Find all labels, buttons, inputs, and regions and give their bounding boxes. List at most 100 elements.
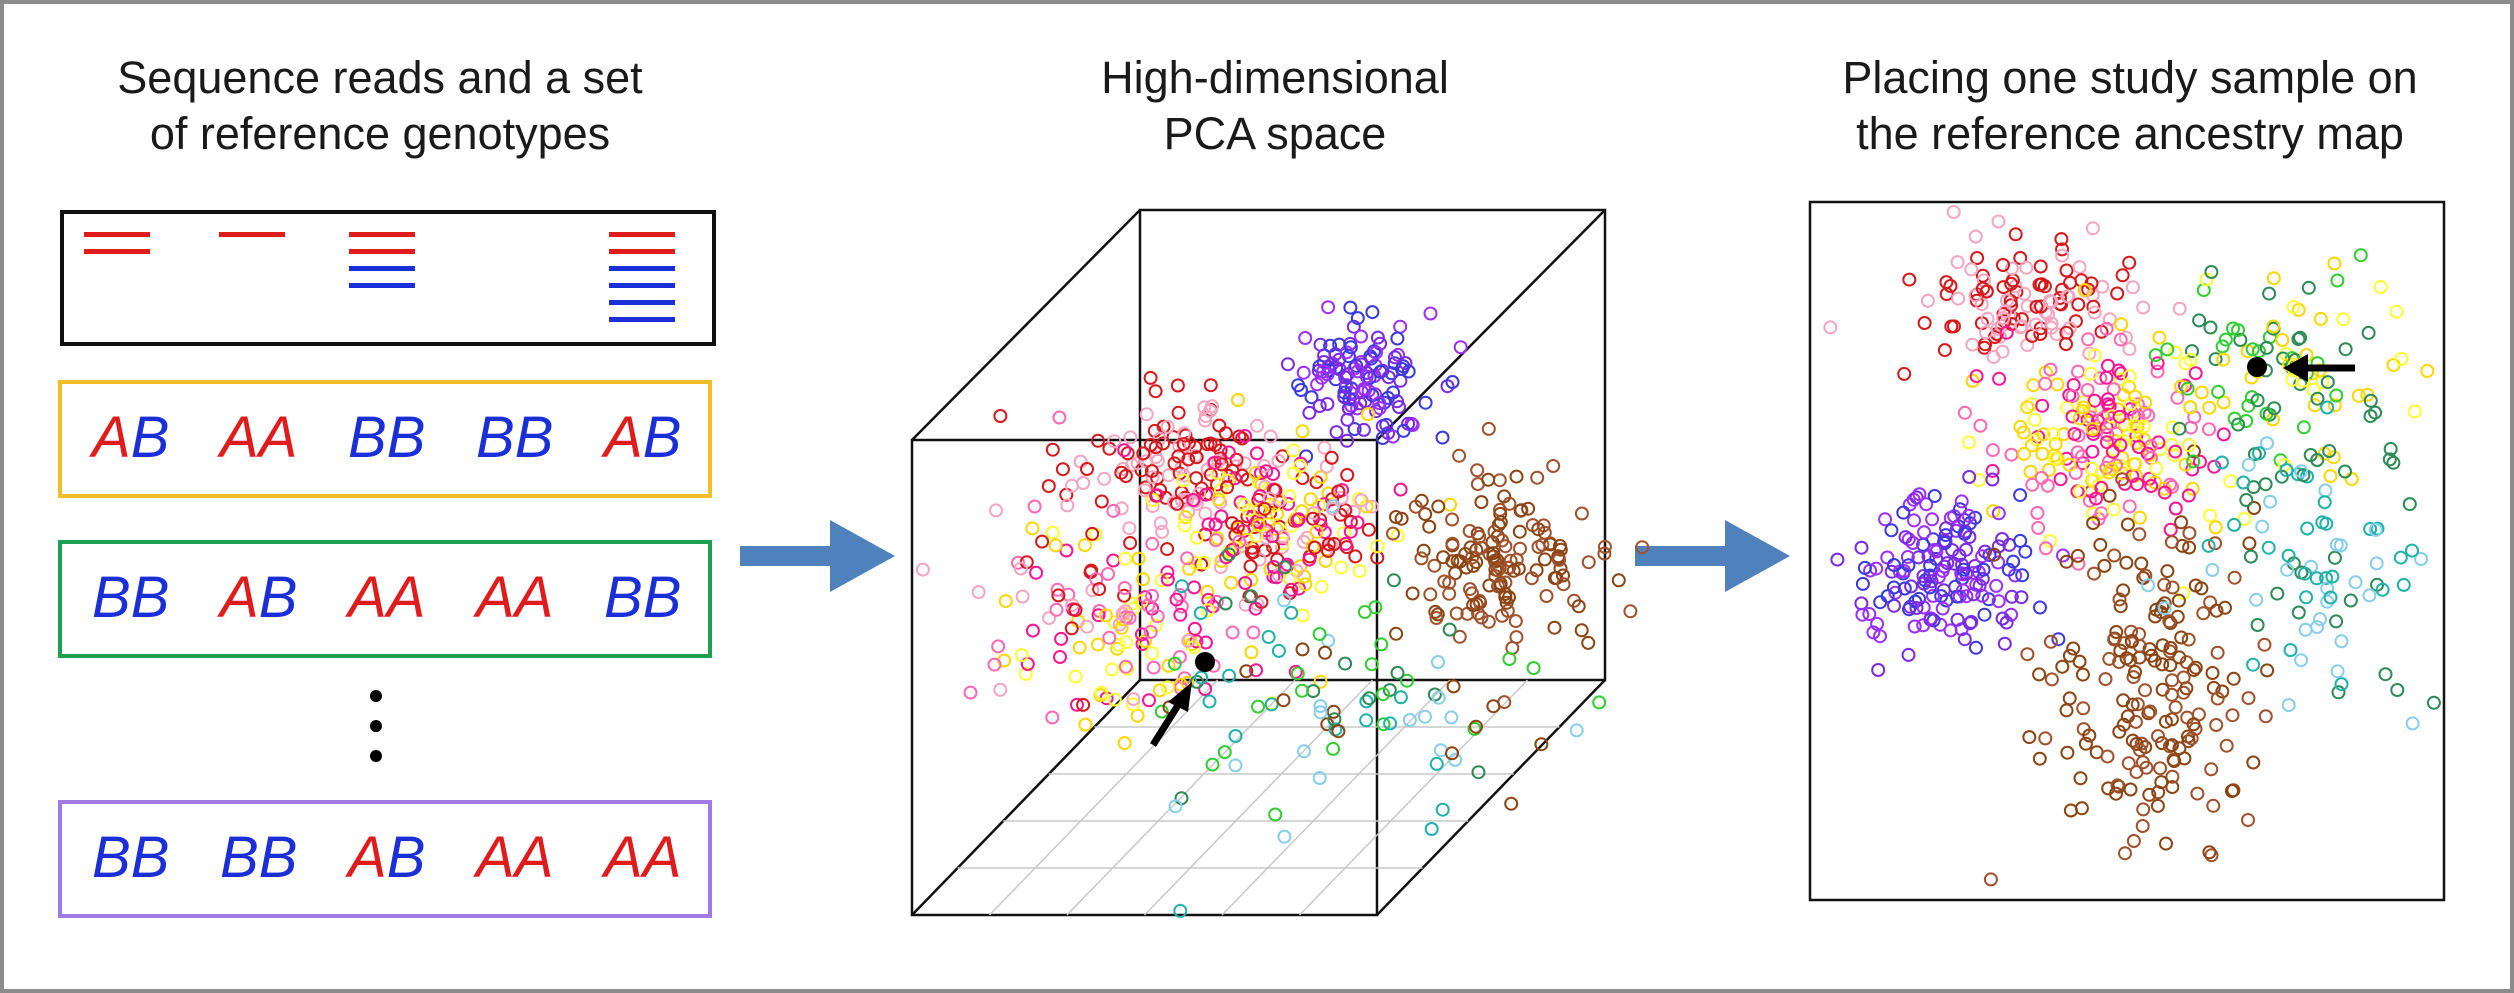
- sample-point: [1884, 523, 1899, 538]
- sample-point: [1338, 370, 1353, 385]
- sample-point: [1025, 521, 1040, 536]
- sample-point: [2038, 376, 2053, 391]
- sample-point: [2188, 578, 2203, 593]
- sample-point: [2142, 787, 2157, 802]
- allele: A: [476, 825, 515, 890]
- sample-point: [1926, 588, 1940, 603]
- sample-point: [1344, 398, 1359, 413]
- grid-line: [1298, 679, 1529, 916]
- sample-point: [2157, 596, 2172, 611]
- sample-point: [1509, 469, 1524, 484]
- sample-point: [1433, 743, 1448, 758]
- sample-point: [2426, 695, 2441, 710]
- sample-point: [1537, 552, 1552, 567]
- sample-point: [1396, 423, 1411, 438]
- sample-point: [915, 562, 930, 577]
- sample-point: [1957, 632, 1972, 647]
- allele: A: [514, 565, 554, 630]
- sample-point: [2182, 540, 2197, 555]
- sample-point: [2192, 313, 2207, 328]
- sample-point: [2320, 594, 2335, 609]
- sample-point: [2242, 536, 2257, 551]
- sample-point: [2113, 372, 2128, 387]
- sample-point: [1395, 362, 1409, 376]
- sample-point: [1956, 583, 1970, 598]
- sample-point: [1060, 498, 1075, 513]
- sample-point: [963, 685, 978, 700]
- sample-point: [1343, 300, 1358, 315]
- genotype-cell: AB: [604, 404, 681, 471]
- sample-point: [1106, 503, 1121, 518]
- sample-point: [1321, 537, 1336, 552]
- sample-point: [1321, 543, 1336, 558]
- sample-point: [1111, 637, 1126, 652]
- sample-point: [1423, 306, 1438, 321]
- sample-point: [2105, 409, 2120, 424]
- sample-point: [1340, 412, 1355, 427]
- allele: B: [348, 405, 387, 470]
- sample-point: [1266, 467, 1281, 481]
- sample-point: [1029, 565, 1044, 580]
- sample-point: [1208, 533, 1223, 548]
- sample-point: [2363, 393, 2378, 408]
- sample-point: [2062, 648, 2077, 663]
- sample-point: [2389, 304, 2404, 319]
- sample-point: [2089, 491, 2103, 506]
- sample-point: [1018, 666, 1033, 681]
- sample-point: [1871, 663, 1886, 677]
- sample-point: [1445, 536, 1460, 551]
- sample-point: [1481, 472, 1496, 487]
- sample-point: [1964, 262, 1979, 277]
- sample-point: [2125, 697, 2140, 712]
- sample-point: [2101, 397, 2116, 412]
- sample-point: [2291, 332, 2306, 347]
- sample-point: [1286, 443, 1301, 458]
- sample-point: [1296, 365, 1311, 380]
- sample-point: [1078, 717, 1093, 732]
- sample-point: [1176, 473, 1191, 488]
- sample-point: [1271, 453, 1286, 468]
- sample-point: [1350, 311, 1365, 326]
- sample-point: [1556, 568, 1570, 583]
- sample-point: [2048, 451, 2063, 466]
- sample-point: [2327, 256, 2342, 271]
- genotype-cell: BB: [220, 824, 297, 891]
- sample-point: [1123, 430, 1138, 445]
- sample-point: [1284, 605, 1299, 620]
- sample-point: [1186, 493, 1201, 507]
- sample-point: [2396, 577, 2411, 592]
- sample-point: [2241, 813, 2255, 827]
- sample-point: [993, 409, 1008, 423]
- sample-point: [2183, 420, 2198, 435]
- sample-point: [1137, 483, 1152, 498]
- sample-point: [1393, 319, 1408, 334]
- sample-point: [2004, 589, 2019, 604]
- sample-point: [1161, 468, 1176, 483]
- sample-point: [1280, 557, 1295, 572]
- sample-point: [1354, 329, 1368, 344]
- sample-point: [1154, 704, 1169, 719]
- sample-point: [1326, 499, 1340, 514]
- allele: B: [642, 565, 682, 630]
- sample-point: [2206, 798, 2221, 813]
- sample-point: [2125, 280, 2140, 295]
- sample-point: [2420, 363, 2435, 378]
- sample-point: [1992, 371, 2007, 386]
- sample-point: [1950, 255, 1965, 270]
- sample-point: [1118, 551, 1133, 566]
- sample-point: [2053, 472, 2068, 487]
- sample-point: [1375, 431, 1390, 445]
- sample-point: [1295, 683, 1309, 698]
- sample-point: [1150, 488, 1165, 503]
- sample-point: [2076, 701, 2091, 716]
- sample-point: [2263, 494, 2278, 509]
- genotype-cell: BB: [476, 404, 553, 471]
- sample-point: [1080, 462, 1094, 476]
- sample-point: [1991, 594, 2006, 609]
- sample-point: [1230, 519, 1245, 534]
- sample-point: [2150, 798, 2165, 813]
- sample-point: [1950, 612, 1965, 627]
- sample-point: [1232, 534, 1247, 549]
- sample-point: [2215, 684, 2230, 699]
- sample-point: [1249, 446, 1264, 461]
